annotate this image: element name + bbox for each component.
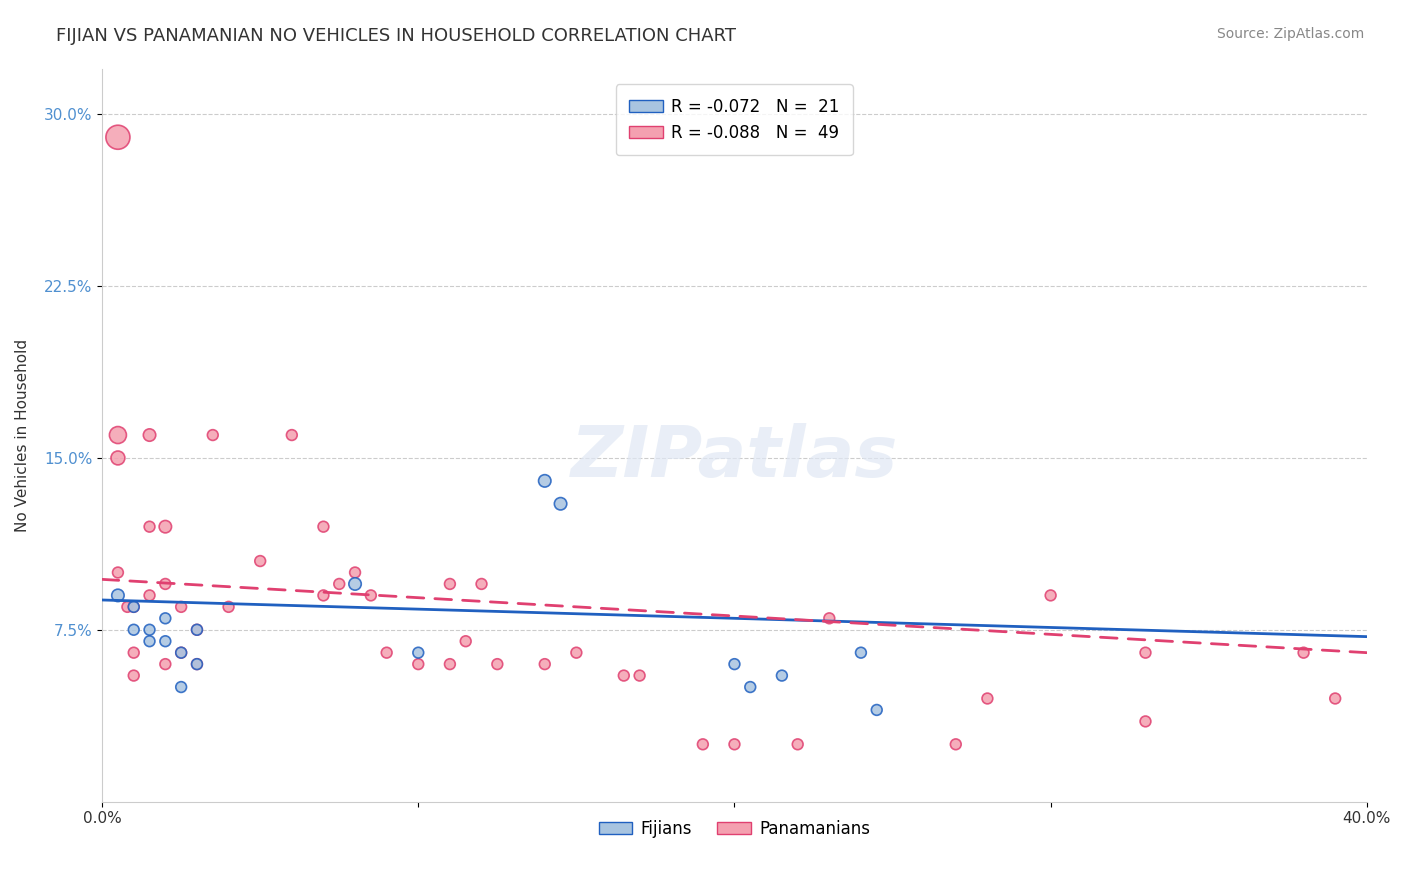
- Point: [312, 519, 335, 533]
- Point: [550, 497, 572, 511]
- Point: [138, 588, 160, 602]
- Point: [155, 657, 177, 672]
- Point: [170, 646, 193, 660]
- Point: [170, 646, 193, 660]
- Point: [470, 577, 492, 591]
- Point: [565, 646, 588, 660]
- Point: [723, 657, 745, 672]
- Point: [408, 657, 430, 672]
- Point: [344, 566, 367, 580]
- Text: Source: ZipAtlas.com: Source: ZipAtlas.com: [1216, 27, 1364, 41]
- Point: [439, 657, 461, 672]
- Point: [1039, 588, 1062, 602]
- Point: [628, 668, 651, 682]
- Point: [1135, 646, 1157, 660]
- Point: [249, 554, 271, 568]
- Point: [945, 737, 967, 751]
- Point: [454, 634, 477, 648]
- Point: [186, 657, 208, 672]
- Point: [533, 474, 555, 488]
- Point: [186, 623, 208, 637]
- Point: [155, 519, 177, 533]
- Point: [201, 428, 224, 442]
- Point: [439, 577, 461, 591]
- Point: [1135, 714, 1157, 729]
- Point: [1324, 691, 1347, 706]
- Point: [533, 657, 555, 672]
- Point: [1292, 646, 1315, 660]
- Point: [723, 737, 745, 751]
- Point: [786, 737, 808, 751]
- Point: [692, 737, 714, 751]
- Point: [218, 599, 240, 614]
- Point: [107, 428, 129, 442]
- Point: [107, 566, 129, 580]
- Point: [770, 668, 793, 682]
- Point: [170, 680, 193, 694]
- Point: [186, 623, 208, 637]
- Point: [155, 577, 177, 591]
- Point: [138, 623, 160, 637]
- Point: [107, 450, 129, 465]
- Point: [613, 668, 636, 682]
- Point: [122, 623, 145, 637]
- Point: [170, 599, 193, 614]
- Point: [312, 588, 335, 602]
- Text: ZIPatlas: ZIPatlas: [571, 423, 898, 491]
- Point: [281, 428, 304, 442]
- Point: [740, 680, 762, 694]
- Point: [138, 519, 160, 533]
- Point: [122, 599, 145, 614]
- Point: [117, 599, 139, 614]
- Point: [866, 703, 889, 717]
- Y-axis label: No Vehicles in Household: No Vehicles in Household: [15, 338, 30, 532]
- Point: [138, 634, 160, 648]
- Point: [155, 611, 177, 625]
- Point: [122, 646, 145, 660]
- Point: [486, 657, 509, 672]
- Text: FIJIAN VS PANAMANIAN NO VEHICLES IN HOUSEHOLD CORRELATION CHART: FIJIAN VS PANAMANIAN NO VEHICLES IN HOUS…: [56, 27, 737, 45]
- Point: [328, 577, 350, 591]
- Point: [344, 577, 367, 591]
- Point: [375, 646, 398, 660]
- Point: [122, 668, 145, 682]
- Point: [408, 646, 430, 660]
- Point: [107, 130, 129, 145]
- Point: [186, 657, 208, 672]
- Point: [122, 599, 145, 614]
- Point: [976, 691, 998, 706]
- Point: [138, 428, 160, 442]
- Point: [155, 634, 177, 648]
- Legend: Fijians, Panamanians: Fijians, Panamanians: [592, 814, 876, 845]
- Point: [107, 588, 129, 602]
- Point: [849, 646, 872, 660]
- Point: [818, 611, 841, 625]
- Point: [360, 588, 382, 602]
